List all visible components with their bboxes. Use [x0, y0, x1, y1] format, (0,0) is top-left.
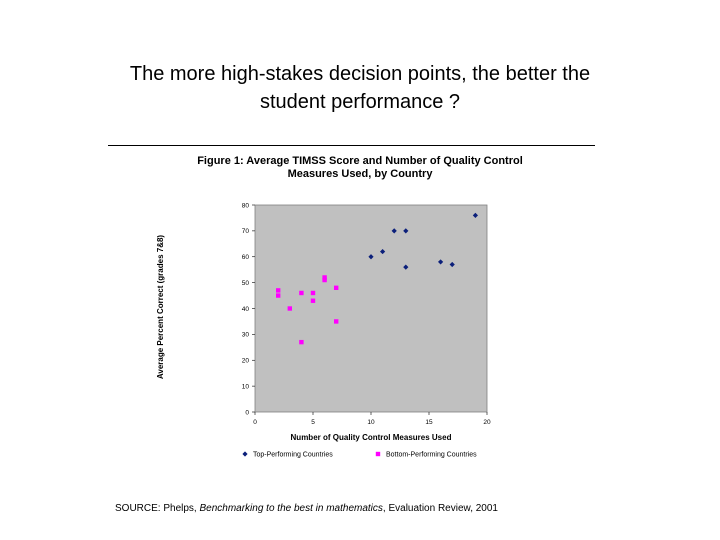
top-performing-point	[391, 228, 397, 234]
y-tick-label: 0	[245, 409, 249, 416]
source-suffix: , Evaluation Review, 2001	[382, 503, 498, 514]
bottom-performing-point	[276, 288, 281, 293]
y-tick-label: 50	[242, 280, 250, 287]
figure-title: Figure 1: Average TIMSS Score and Number…	[150, 155, 570, 181]
x-axis: 0 5 10 15 20	[253, 412, 491, 426]
y-tick-label: 60	[242, 254, 250, 261]
y-axis: 0 10 20 30 40 50 60 70 80	[242, 202, 255, 416]
y-tick-label: 40	[242, 306, 250, 313]
slide-title: The more high-stakes decision points, th…	[60, 60, 660, 116]
slide-title-line-1: The more high-stakes decision points, th…	[129, 63, 591, 85]
legend-bottom-marker	[375, 451, 381, 457]
x-tick-label: 20	[483, 419, 491, 426]
bottom-performing-point	[276, 293, 281, 298]
x-tick-label: 10	[367, 419, 375, 426]
legend: Top-Performing Countries Bottom-Performin…	[242, 451, 477, 459]
bottom-performing-point	[310, 290, 316, 296]
bottom-performing-point	[299, 290, 304, 296]
y-axis-title: Average Percent Correct (grades 7&8)	[156, 235, 165, 380]
top-performing-point	[403, 228, 409, 234]
figure-title-line-2: Measures Used, by Country	[287, 168, 433, 180]
y-tick-label: 80	[242, 202, 250, 209]
top-performing-point	[472, 212, 478, 218]
legend-label: Bottom-Performing Countries	[386, 452, 477, 459]
y-tick-label: 30	[242, 332, 250, 339]
figure-title-line-1: Figure 1: Average TIMSS Score and Number…	[197, 155, 523, 167]
bottom-performing-point	[322, 277, 327, 283]
top-performing-point	[438, 259, 444, 265]
data-points	[276, 212, 478, 345]
y-tick-label: 10	[242, 383, 250, 390]
bottom-performing-point	[310, 298, 316, 303]
bottom-performing-point	[299, 339, 304, 345]
plot-area	[254, 204, 488, 413]
title-divider	[108, 145, 595, 146]
y-tick-label: 70	[242, 228, 250, 235]
bottom-performing-point	[287, 306, 292, 311]
source-prefix: SOURCE: Phelps,	[115, 503, 200, 514]
x-tick-label: 5	[311, 419, 315, 426]
source-work: Benchmarking to the best in mathematics	[199, 503, 383, 514]
source-citation: SOURCE: Phelps, Benchmarking to the best…	[115, 503, 498, 514]
legend-label: Top-Performing Countries	[253, 452, 333, 459]
y-tick-label: 20	[242, 358, 250, 365]
bottom-performing-point	[334, 285, 339, 290]
bottom-performing-point	[334, 319, 339, 324]
scatter-chart: 0 10 20 30 40 50 60 70 80 0 5 10 15 20 Number of Qua…	[156, 202, 491, 459]
x-tick-label: 15	[425, 419, 433, 426]
legend-top-marker	[242, 451, 248, 457]
x-tick-label: 0	[253, 419, 257, 426]
slide-title-line-2: student performance ?	[259, 91, 461, 113]
top-performing-point	[368, 254, 374, 260]
x-axis-title: Number of Quality Control Measures Used	[291, 433, 452, 442]
bottom-performing-point	[322, 275, 327, 280]
